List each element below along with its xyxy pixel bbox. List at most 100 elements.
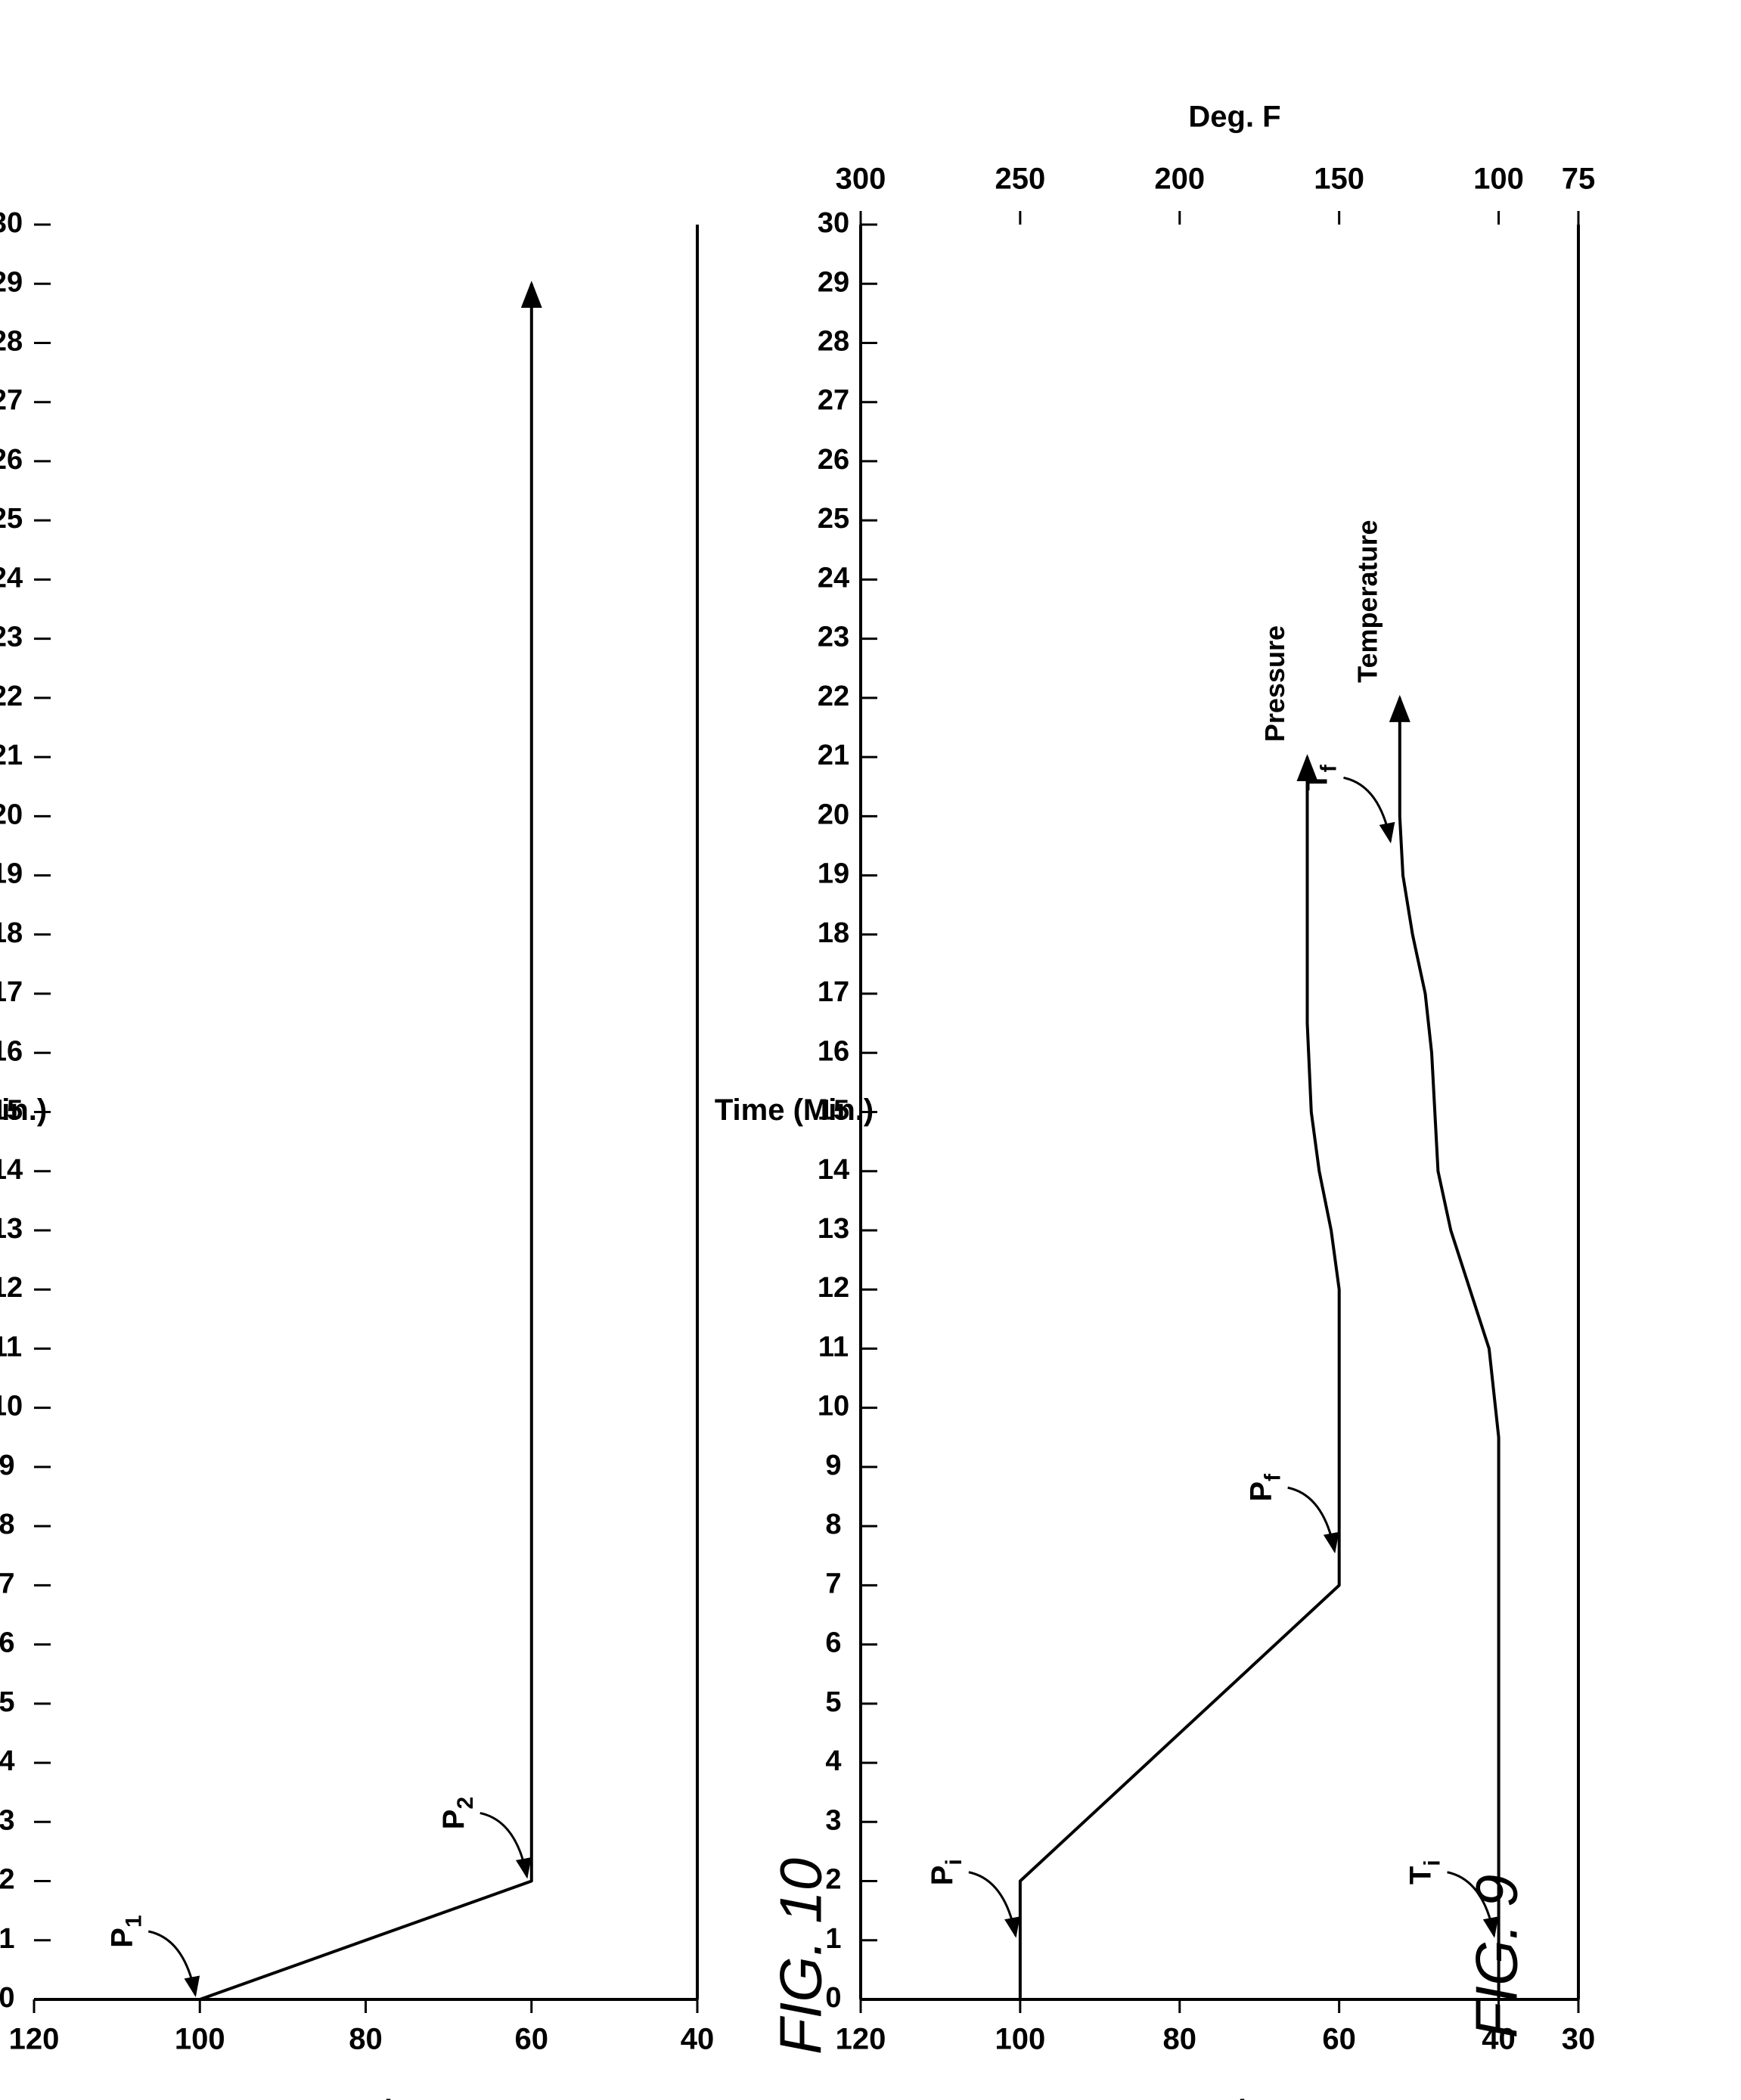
annotation-base: P xyxy=(437,1810,470,1830)
annotation-label: Pi xyxy=(926,1859,967,1885)
x-tick-label: 24 xyxy=(818,562,849,594)
y-tick-label: 60 xyxy=(1322,2023,1356,2056)
x-tick-label: 3 xyxy=(0,1804,15,1836)
x-axis-label: Time (Min.) xyxy=(0,1093,47,1127)
y2-tick-label: 250 xyxy=(995,163,1046,196)
y-tick-label: 40 xyxy=(1482,2023,1516,2056)
x-tick-label: 22 xyxy=(0,681,23,712)
x-tick-label: 10 xyxy=(818,1391,849,1422)
y2-tick-label: 100 xyxy=(1473,163,1524,196)
y-tick-label: 100 xyxy=(995,2023,1046,2056)
y2-tick-label: 300 xyxy=(836,163,886,196)
x-tick-label: 1 xyxy=(825,1923,841,1955)
y2-tick-label: 200 xyxy=(1154,163,1205,196)
x-tick-label: 30 xyxy=(818,207,849,239)
x-tick-label: 19 xyxy=(818,858,849,890)
x-tick-label: 17 xyxy=(818,976,849,1008)
x-tick-label: 20 xyxy=(0,799,23,830)
annotation-label: P2 xyxy=(437,1797,478,1829)
x-tick-label: 10 xyxy=(0,1391,23,1422)
annotation-subscript: 2 xyxy=(453,1797,478,1810)
annotation-subscript: 1 xyxy=(121,1915,146,1928)
annotation-subscript: f xyxy=(1261,1473,1286,1481)
fig10-chart: 0123456789101112131415161718192021222324… xyxy=(715,101,1595,2100)
x-tick-label: 4 xyxy=(825,1745,841,1777)
x-tick-label: 9 xyxy=(0,1450,15,1481)
annotation-leader-line xyxy=(1447,1871,1499,1938)
x-tick-label: 17 xyxy=(0,976,23,1008)
annotation-leader-line xyxy=(1287,1486,1339,1554)
x-tick-label: 8 xyxy=(825,1509,841,1540)
annotation-leader-line xyxy=(1343,776,1395,844)
x-tick-label: 5 xyxy=(0,1686,15,1718)
fig9-chart: 0123456789101112131415161718192021222324… xyxy=(0,207,1530,2100)
figure-label: FIG. 9 xyxy=(1463,1875,1530,2039)
annotation-subscript: i xyxy=(1420,1860,1445,1866)
annotation-base: T xyxy=(1404,1866,1438,1884)
x-tick-label: 27 xyxy=(818,385,849,417)
y-tick-label: 120 xyxy=(9,2023,60,2056)
series-name-label: Temperature xyxy=(1352,520,1383,682)
x-tick-label: 2 xyxy=(825,1864,841,1896)
data-series-line xyxy=(199,281,542,2001)
x-tick-label: 28 xyxy=(0,325,23,357)
x-axis-label: Time (Min.) xyxy=(715,1093,874,1127)
x-tick-label: 16 xyxy=(818,1035,849,1067)
y2-axis-label: Deg. F xyxy=(1188,101,1280,134)
annotation-base: P xyxy=(926,1866,959,1886)
figure-label: FIG. 10 xyxy=(768,1858,834,2055)
annotation-leader-line xyxy=(147,1930,200,1997)
x-tick-label: 21 xyxy=(0,740,23,771)
annotation-base: T xyxy=(1300,772,1333,790)
y-tick-label: 60 xyxy=(515,2023,549,2056)
x-tick-label: 4 xyxy=(0,1745,15,1777)
x-tick-label: 24 xyxy=(0,562,23,594)
x-tick-label: 18 xyxy=(0,917,23,949)
annotation-label: Ti xyxy=(1404,1860,1445,1884)
x-tick-label: 11 xyxy=(0,1331,22,1363)
x-tick-label: 22 xyxy=(818,681,849,712)
x-tick-label: 14 xyxy=(0,1154,23,1186)
y-tick-label: 30 xyxy=(1562,2023,1596,2056)
x-tick-label: 26 xyxy=(818,444,849,476)
annotation-leader-line xyxy=(968,1871,1020,1938)
annotation-label: Pf xyxy=(1245,1473,1286,1502)
x-tick-label: 26 xyxy=(0,444,23,476)
y-tick-label: 40 xyxy=(681,2023,715,2056)
x-tick-label: 29 xyxy=(818,266,849,298)
x-tick-label: 18 xyxy=(818,917,849,949)
annotation-leader-line xyxy=(479,1812,532,1879)
y2-tick-label: 75 xyxy=(1562,163,1596,196)
x-tick-label: 5 xyxy=(825,1686,841,1718)
temperature-series-line xyxy=(1389,694,1500,1999)
series-name-label: Pressure xyxy=(1259,625,1290,742)
annotation-base: P xyxy=(1245,1481,1278,1502)
y-tick-label: 80 xyxy=(349,2023,383,2056)
x-tick-label: 11 xyxy=(818,1331,849,1363)
annotation-subscript: i xyxy=(942,1859,967,1865)
annotation-base: P xyxy=(105,1928,138,1948)
x-tick-label: 6 xyxy=(825,1627,841,1659)
x-tick-label: 13 xyxy=(0,1213,23,1245)
x-tick-label: 23 xyxy=(0,622,23,653)
annotation-label: Tf xyxy=(1300,764,1341,790)
annotation-subscript: f xyxy=(1316,764,1341,772)
x-tick-label: 7 xyxy=(825,1568,841,1599)
pressure-series-line xyxy=(1018,754,1341,1999)
x-tick-label: 19 xyxy=(0,858,23,890)
x-tick-label: 0 xyxy=(825,1982,841,2014)
annotation-label: P1 xyxy=(105,1915,146,1947)
x-tick-label: 27 xyxy=(0,385,23,417)
x-tick-label: 13 xyxy=(818,1213,849,1245)
y-tick-label: 100 xyxy=(175,2023,225,2056)
y-axis-label: PsiA xyxy=(1201,2095,1268,2100)
x-tick-label: 12 xyxy=(0,1272,23,1304)
x-tick-label: 6 xyxy=(0,1627,15,1659)
x-tick-label: 0 xyxy=(0,1982,15,2014)
x-tick-label: 14 xyxy=(818,1154,849,1186)
x-tick-label: 28 xyxy=(818,325,849,357)
y-tick-label: 120 xyxy=(836,2023,886,2056)
